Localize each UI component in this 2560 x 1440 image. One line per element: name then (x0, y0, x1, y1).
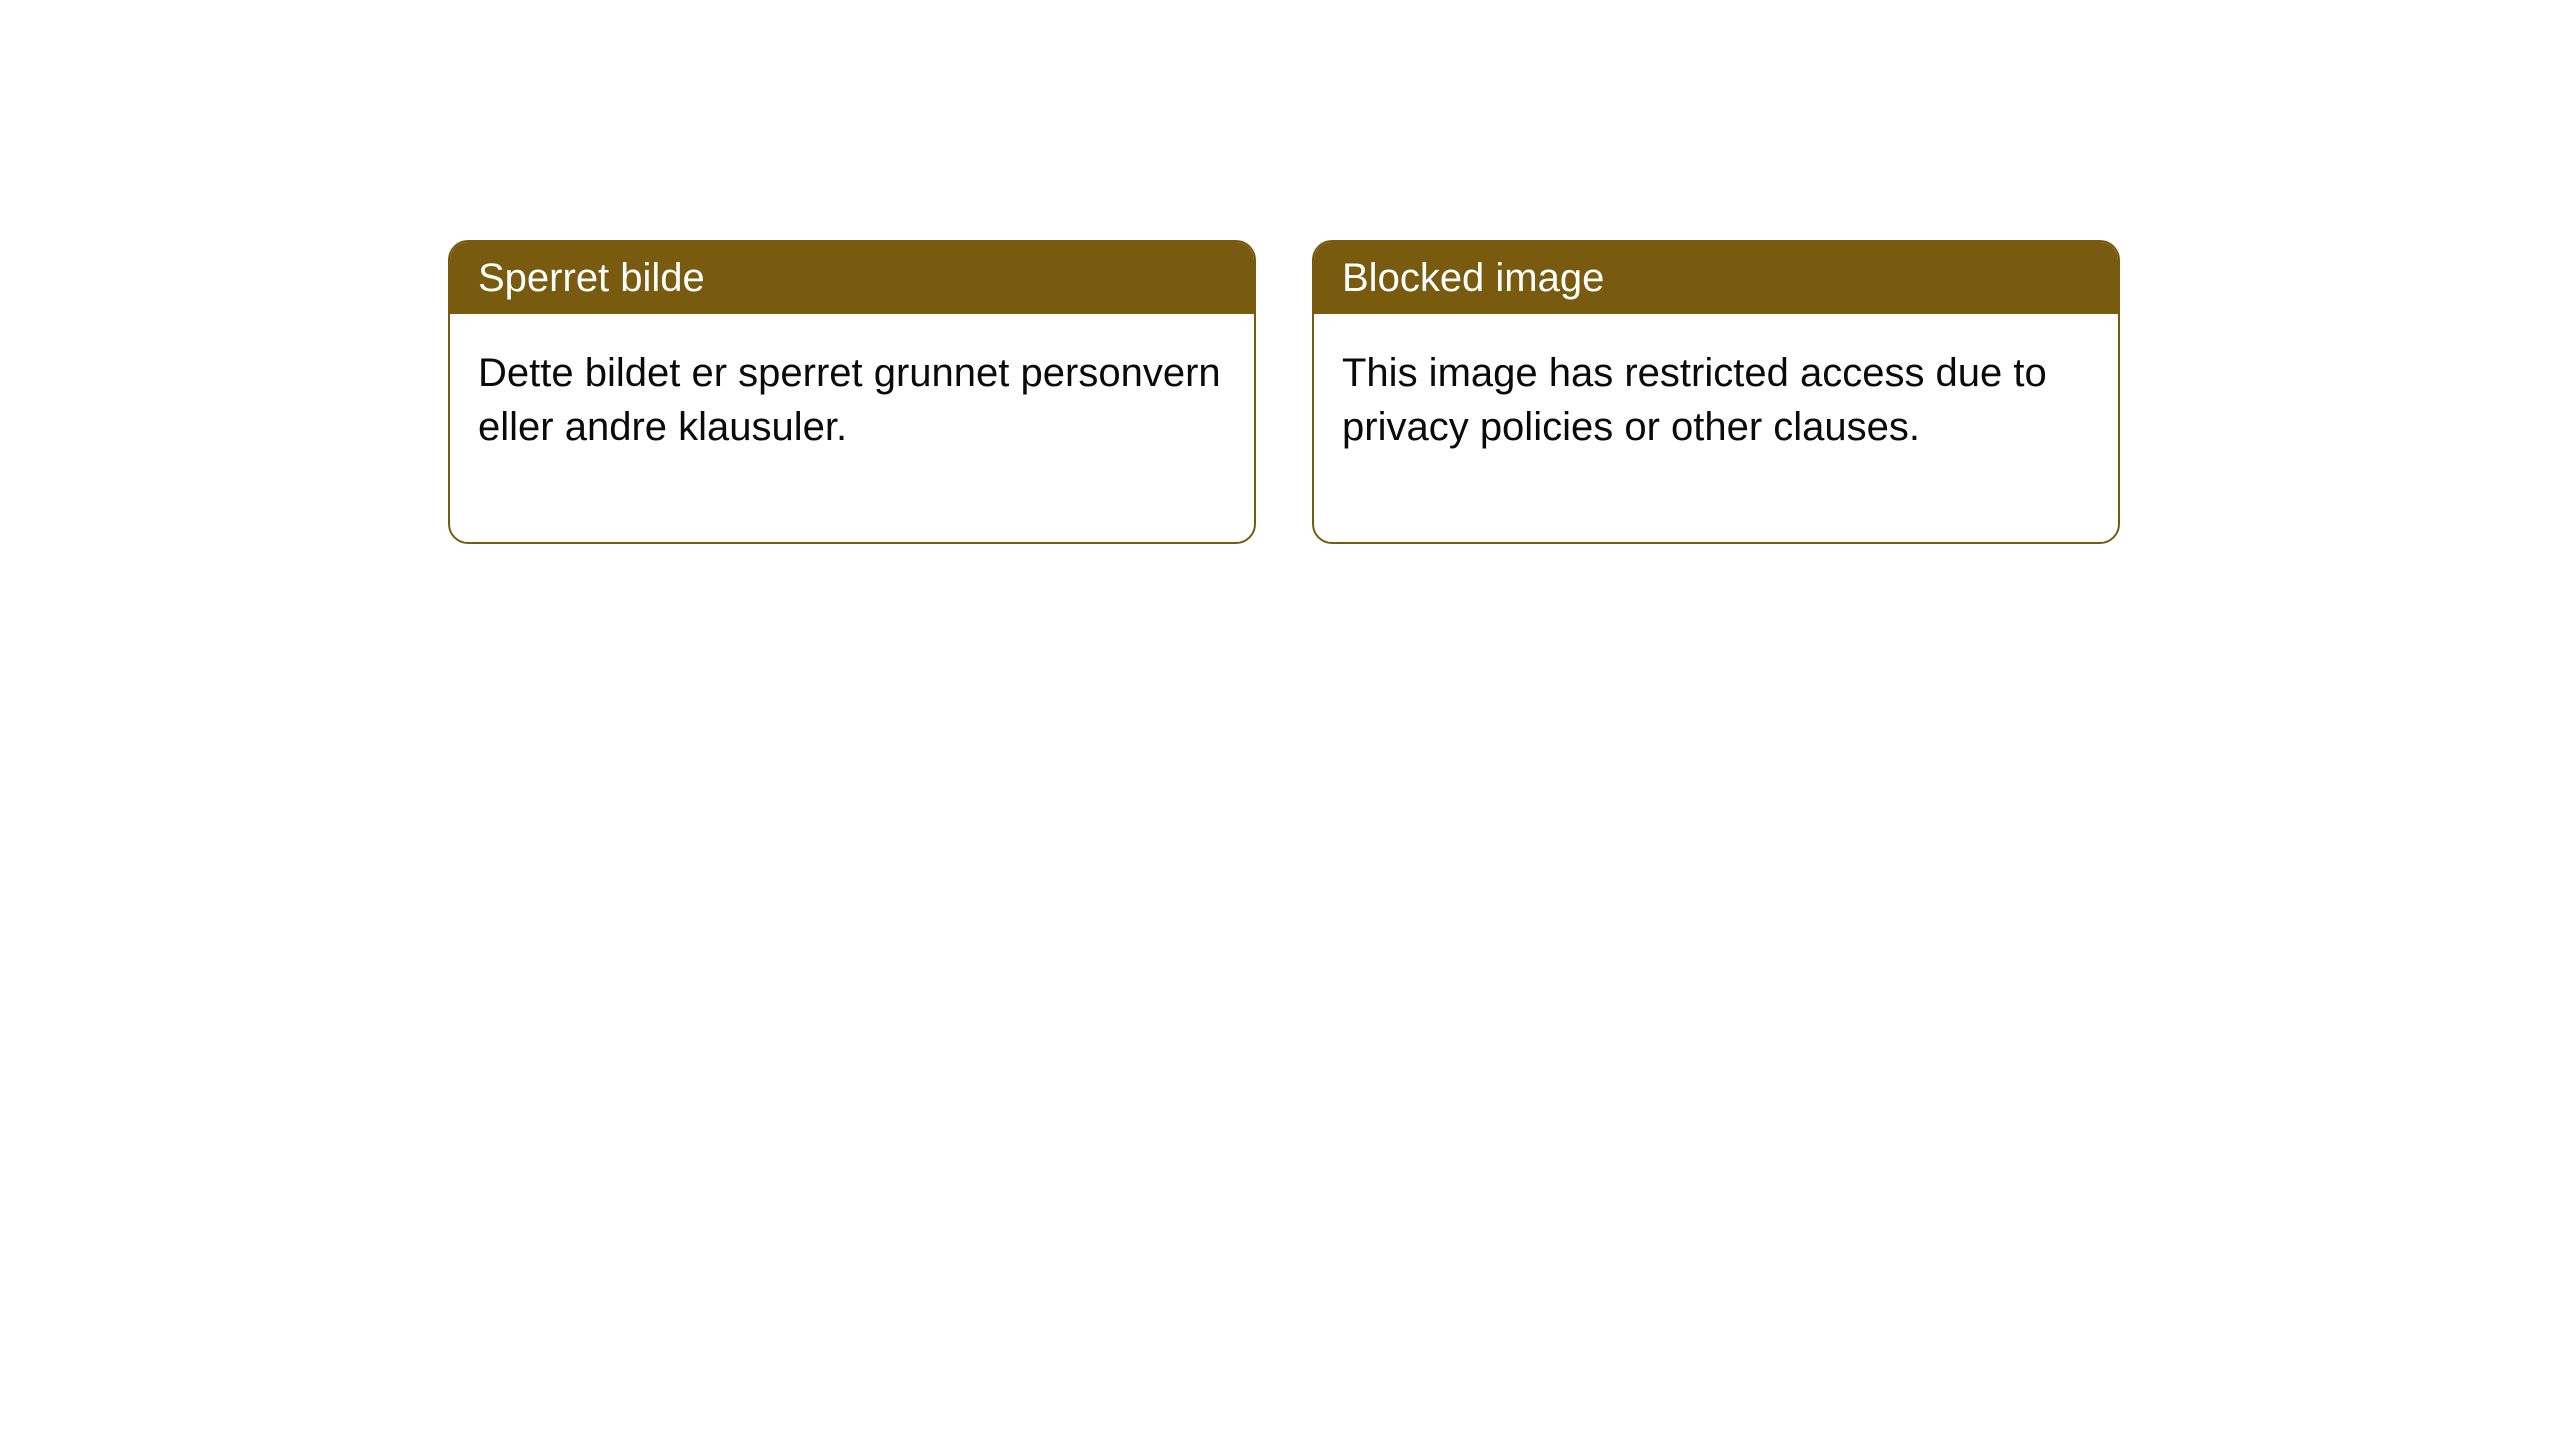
card-body-text: Dette bildet er sperret grunnet personve… (450, 314, 1254, 542)
card-title: Sperret bilde (450, 242, 1254, 314)
card-title: Blocked image (1314, 242, 2118, 314)
notice-cards-container: Sperret bilde Dette bildet er sperret gr… (0, 0, 2560, 544)
notice-card-english: Blocked image This image has restricted … (1312, 240, 2120, 544)
card-body-text: This image has restricted access due to … (1314, 314, 2118, 542)
notice-card-norwegian: Sperret bilde Dette bildet er sperret gr… (448, 240, 1256, 544)
